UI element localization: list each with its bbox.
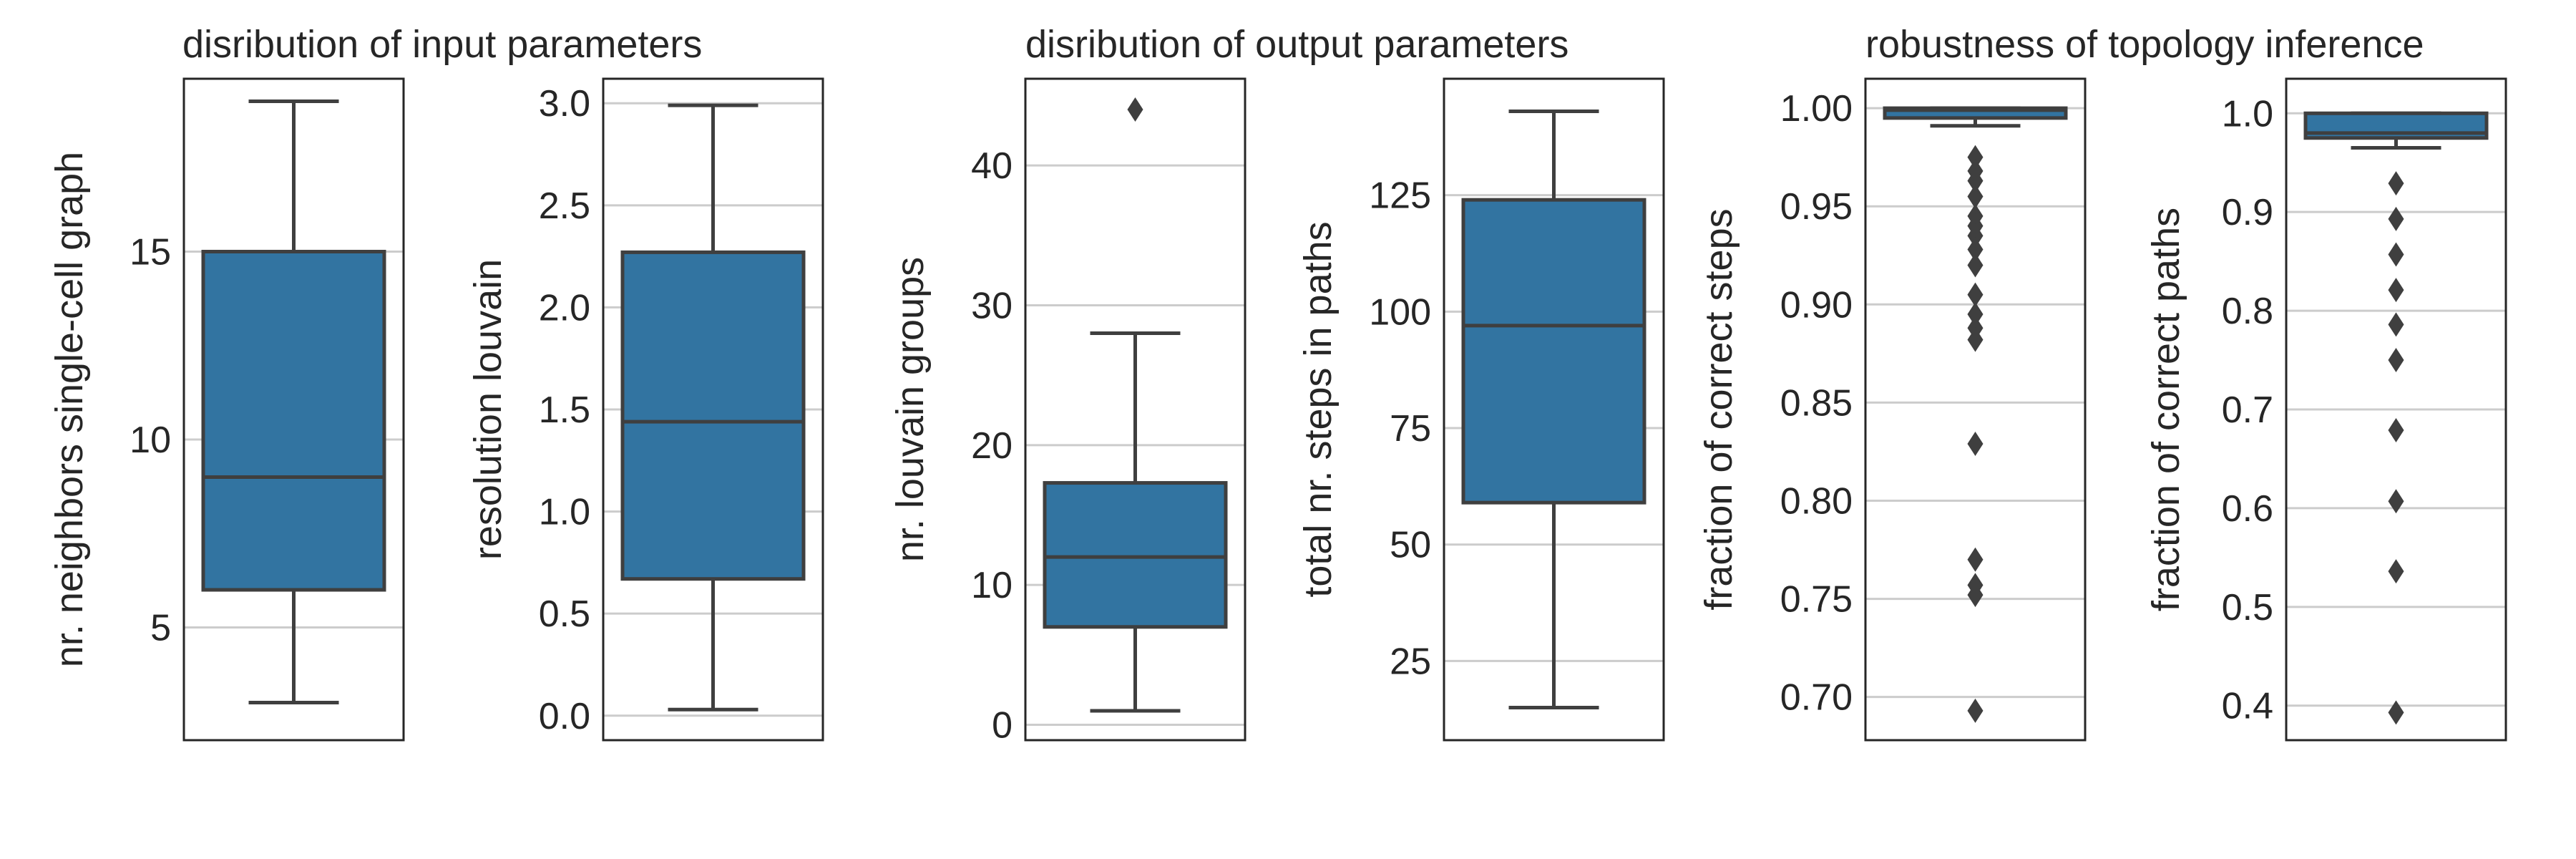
y-tick-label: 100 (1369, 291, 1431, 333)
y-tick-label: 0.80 (1780, 480, 1853, 522)
y-tick-label: 0.85 (1780, 382, 1853, 424)
outlier-point (2388, 489, 2404, 514)
y-tick-label: 25 (1390, 641, 1431, 682)
y-tick-label: 0 (992, 705, 1013, 747)
y-tick-label: 0.75 (1780, 579, 1853, 621)
group-title-output: disribution of output parameters (1025, 23, 1568, 66)
outlier-point (2388, 417, 2404, 442)
outlier-point (2388, 700, 2404, 725)
iqr-box (620, 250, 806, 581)
y-tick-label: 1.5 (539, 389, 590, 431)
outlier-point (1967, 237, 1984, 262)
axes-frame (2285, 77, 2507, 742)
y-axis-label: nr. neighbors single-cell graph (48, 152, 91, 667)
y-tick-label: 15 (130, 232, 171, 273)
y-tick-label: 1.0 (2222, 93, 2273, 135)
y-tick-label: 1.0 (539, 492, 590, 533)
y-tick-label: 0.70 (1780, 677, 1853, 719)
axes-frame (602, 77, 824, 742)
y-tick-label: 30 (971, 285, 1013, 326)
y-tick-label: 0.8 (2222, 291, 2273, 332)
y-tick-label: 0.90 (1780, 284, 1853, 326)
y-axis-label: fraction of correct paths (2145, 208, 2187, 611)
outlier-point (2388, 242, 2404, 267)
y-tick-label: 3.0 (539, 83, 590, 125)
y-tick-label: 0.6 (2222, 488, 2273, 530)
boxplot-panel-3: 0 10 20 30 40 nr. louvain groups (889, 77, 1246, 747)
group-title-input: disribution of input parameters (182, 23, 702, 66)
y-axis-label: fraction of correct steps (1697, 208, 1740, 610)
outlier-point (1127, 97, 1143, 122)
outlier-point (1967, 282, 1984, 307)
y-tick-label: 1.00 (1780, 88, 1853, 130)
outlier-point (2388, 559, 2404, 584)
outlier-point (2388, 171, 2404, 196)
y-tick-label: 2.0 (539, 287, 590, 329)
y-tick-label: 40 (971, 145, 1013, 187)
y-tick-label: 50 (1390, 525, 1431, 566)
y-tick-label: 10 (130, 419, 171, 461)
outlier-point (1967, 253, 1984, 278)
boxplot-panel-6: 0.4 0.5 0.6 0.7 0.8 0.9 1.0 fraction of correct… (2145, 77, 2507, 742)
y-tick-label: 0.0 (539, 696, 590, 737)
iqr-box (1043, 481, 1228, 629)
y-tick-label: 2.5 (539, 185, 590, 227)
boxplot-panel-5: 0.70 0.75 0.80 0.85 0.90 0.95 1.00 fraction of … (1697, 77, 2087, 742)
boxplot-panel-2: 0.0 0.5 1.0 1.5 2.0 2.5 3.0 resolution louvain (467, 77, 824, 742)
outlier-point (2388, 206, 2404, 231)
group-title-robustness: robustness of topology inference (1865, 23, 2424, 66)
boxplot-panel-1: 5 10 15 nr. neighbors single-cell graph (48, 77, 405, 742)
y-axis-label: nr. louvain groups (889, 257, 932, 562)
y-axis-label: total nr. steps in paths (1297, 221, 1340, 597)
outlier-point (2388, 278, 2404, 303)
outlier-point (2388, 348, 2404, 373)
y-tick-label: 0.5 (539, 593, 590, 635)
y-tick-label: 75 (1390, 408, 1431, 450)
y-tick-label: 0.5 (2222, 587, 2273, 629)
outlier-point (1967, 583, 1984, 608)
y-tick-label: 0.95 (1780, 186, 1853, 228)
outlier-point (2388, 312, 2404, 337)
y-axis-label: resolution louvain (467, 259, 509, 560)
iqr-box (201, 250, 386, 592)
outlier-point (1967, 327, 1984, 352)
y-tick-label: 0.4 (2222, 686, 2273, 727)
outlier-point (1967, 431, 1984, 456)
outlier-point (1967, 168, 1984, 193)
outlier-point (1967, 547, 1984, 572)
iqr-box (1461, 198, 1646, 505)
outlier-point (1967, 698, 1984, 723)
y-tick-label: 5 (150, 608, 171, 649)
y-tick-label: 10 (971, 565, 1013, 606)
y-tick-label: 125 (1369, 175, 1431, 217)
axes-frame (1443, 77, 1665, 742)
y-tick-label: 20 (971, 425, 1013, 467)
outlier-point (1967, 145, 1984, 170)
axes-frame (182, 77, 405, 742)
outlier-point (1967, 184, 1984, 209)
axes-frame (1864, 77, 2087, 742)
boxplot-panel-4: 25 50 75 100 125 total nr. steps in paths (1297, 77, 1665, 742)
y-tick-label: 0.7 (2222, 389, 2273, 431)
outlier-point (1967, 302, 1984, 327)
y-tick-label: 0.9 (2222, 192, 2273, 233)
outlier-point (1967, 223, 1984, 248)
axes-frame (1024, 77, 1246, 742)
